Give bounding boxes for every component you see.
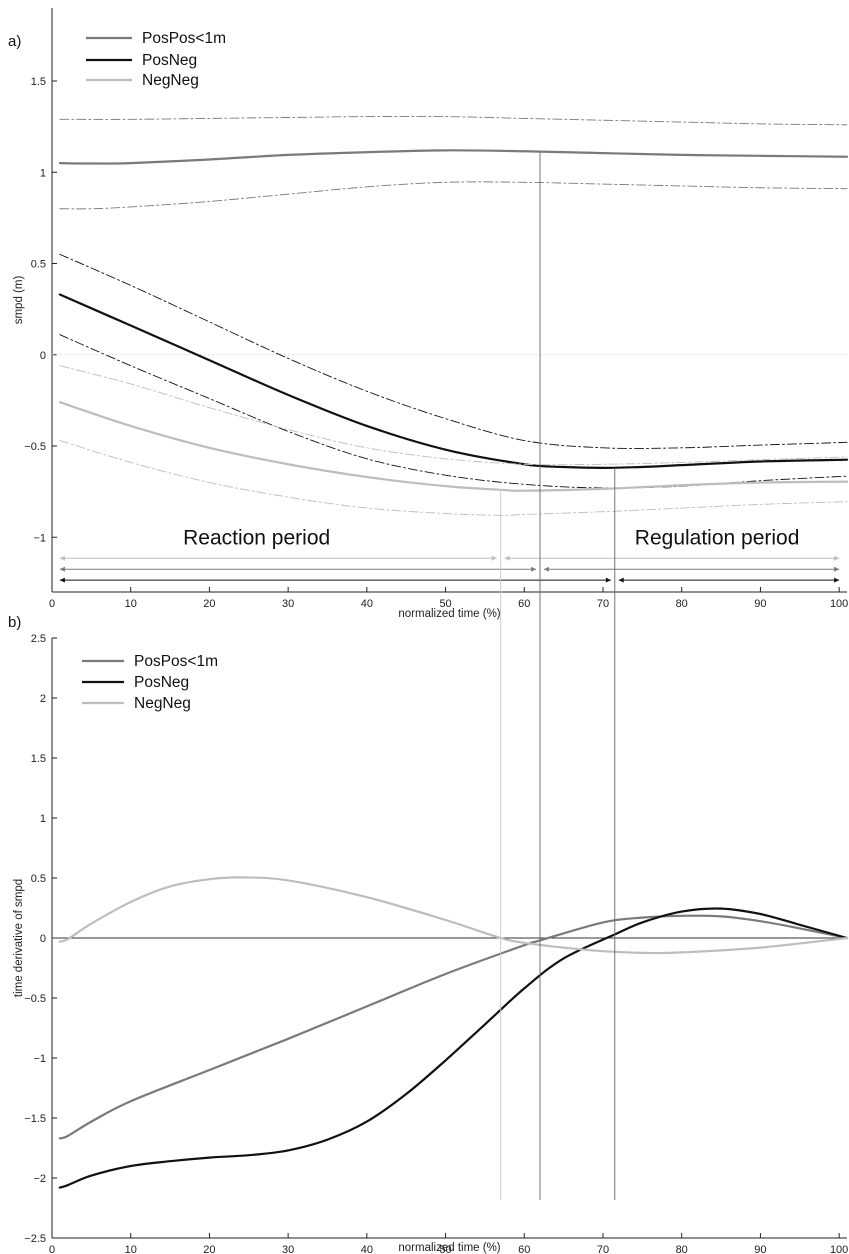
period-arrow-head-right xyxy=(531,566,537,572)
x-tick-label: 20 xyxy=(203,1244,215,1254)
y-tick-label: 1 xyxy=(40,167,46,179)
y-tick-label: −1.5 xyxy=(24,1113,46,1125)
y-tick-label: −0.5 xyxy=(24,993,46,1005)
x-tick-label: 100 xyxy=(830,1244,848,1254)
x-tick-label: 50 xyxy=(439,598,451,610)
series-pospos-1m-mean-line xyxy=(58,914,849,1140)
legend-label: PosNeg xyxy=(134,674,189,691)
series-posneg-lower-sd-line xyxy=(59,334,848,489)
legend-label: PosNeg xyxy=(142,52,197,69)
series-posneg-mean-line xyxy=(58,907,849,1189)
x-tick-label: 70 xyxy=(597,1244,609,1254)
y-tick-label: 0 xyxy=(40,350,46,362)
y-tick-label: 0 xyxy=(40,933,46,945)
panel-b-chart: 0 10 20 30 40 50 60 70 80 90 100 −2.5 −2 −1.5 −1 −0.5 0 0… xyxy=(8,614,848,1254)
period-arrow-head-left xyxy=(59,566,65,572)
series-pospos-1m-upper-sd-line xyxy=(59,115,848,126)
y-tick-label: −1 xyxy=(33,1053,46,1065)
series-pospos-1m-mean-line xyxy=(58,149,849,165)
series-posneg-upper-sd-line xyxy=(59,253,848,449)
annotation-text: Reaction period xyxy=(183,526,330,549)
y-axis-label: smpd (m) xyxy=(13,276,25,325)
series-pospos-1m-lower-sd-line xyxy=(59,181,848,210)
y-tick-label: 1.5 xyxy=(31,753,46,765)
x-tick-label: 10 xyxy=(125,1244,137,1254)
period-arrow-head-right xyxy=(834,555,840,561)
x-tick-label: 0 xyxy=(49,598,55,610)
period-arrow-head-right xyxy=(491,555,497,561)
annotation-text: Regulation period xyxy=(635,526,800,549)
y-tick-label: −0.5 xyxy=(24,441,46,453)
x-tick-label: 40 xyxy=(361,1244,373,1254)
y-tick-label: −2 xyxy=(33,1173,46,1185)
legend-label: PosPos<1m xyxy=(142,30,226,47)
y-tick-label: 1 xyxy=(40,813,46,825)
x-tick-label: 80 xyxy=(676,1244,688,1254)
period-arrow-head-right xyxy=(834,577,840,583)
x-tick-label: 80 xyxy=(676,598,688,610)
y-tick-label: 2.5 xyxy=(31,633,46,645)
y-tick-label: 1.5 xyxy=(31,76,46,88)
y-axis-label: time derivative of smpd xyxy=(13,879,25,997)
panel-letter: b) xyxy=(8,614,21,631)
x-tick-label: 100 xyxy=(830,598,848,610)
x-tick-label: 60 xyxy=(518,598,530,610)
period-arrow-head-left xyxy=(618,577,624,583)
panel-a-chart: 0 10 20 30 40 50 60 70 80 90 100 −1 −0.5 0 0.5 1 1.5 norm… xyxy=(8,8,848,620)
legend-label: NegNeg xyxy=(134,695,191,712)
x-tick-label: 20 xyxy=(203,598,215,610)
y-tick-label: −1 xyxy=(33,532,46,544)
y-tick-label: 2 xyxy=(40,693,46,705)
series-negneg-mean-line xyxy=(58,876,849,955)
period-arrow-head-left xyxy=(59,555,65,561)
legend-label: PosPos<1m xyxy=(134,653,218,670)
x-axis-label: normalized time (%) xyxy=(398,608,500,620)
x-axis-label: normalized time (%) xyxy=(398,1242,500,1254)
series-negneg-lower-sd-line xyxy=(59,440,848,516)
x-tick-label: 90 xyxy=(754,1244,766,1254)
y-tick-label: 0.5 xyxy=(31,873,46,885)
x-tick-label: 50 xyxy=(439,1244,451,1254)
x-tick-label: 70 xyxy=(597,598,609,610)
series-negneg-mean-line xyxy=(58,401,849,492)
x-tick-label: 60 xyxy=(518,1244,530,1254)
x-tick-label: 0 xyxy=(49,1244,55,1254)
y-tick-label: −2.5 xyxy=(24,1233,46,1245)
x-tick-label: 30 xyxy=(282,1244,294,1254)
period-arrow-head-right xyxy=(605,577,611,583)
y-tick-label: 0.5 xyxy=(31,259,46,271)
panel-letter: a) xyxy=(8,33,21,50)
x-tick-label: 40 xyxy=(361,598,373,610)
series-negneg-upper-sd-line xyxy=(59,365,848,466)
period-arrow-head-right xyxy=(834,566,840,572)
period-arrow-head-left xyxy=(504,555,510,561)
x-tick-label: 30 xyxy=(282,598,294,610)
series-posneg-mean-line xyxy=(58,293,849,469)
period-arrow-head-left xyxy=(543,566,549,572)
legend-label: NegNeg xyxy=(142,72,199,89)
x-tick-label: 90 xyxy=(754,598,766,610)
x-tick-label: 10 xyxy=(125,598,137,610)
period-arrow-head-left xyxy=(59,577,65,583)
